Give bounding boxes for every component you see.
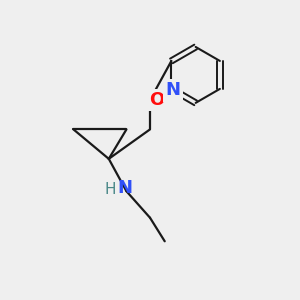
Text: N: N <box>118 179 133 197</box>
Text: H: H <box>104 182 116 197</box>
Text: N: N <box>165 81 180 99</box>
Text: O: O <box>149 91 164 109</box>
